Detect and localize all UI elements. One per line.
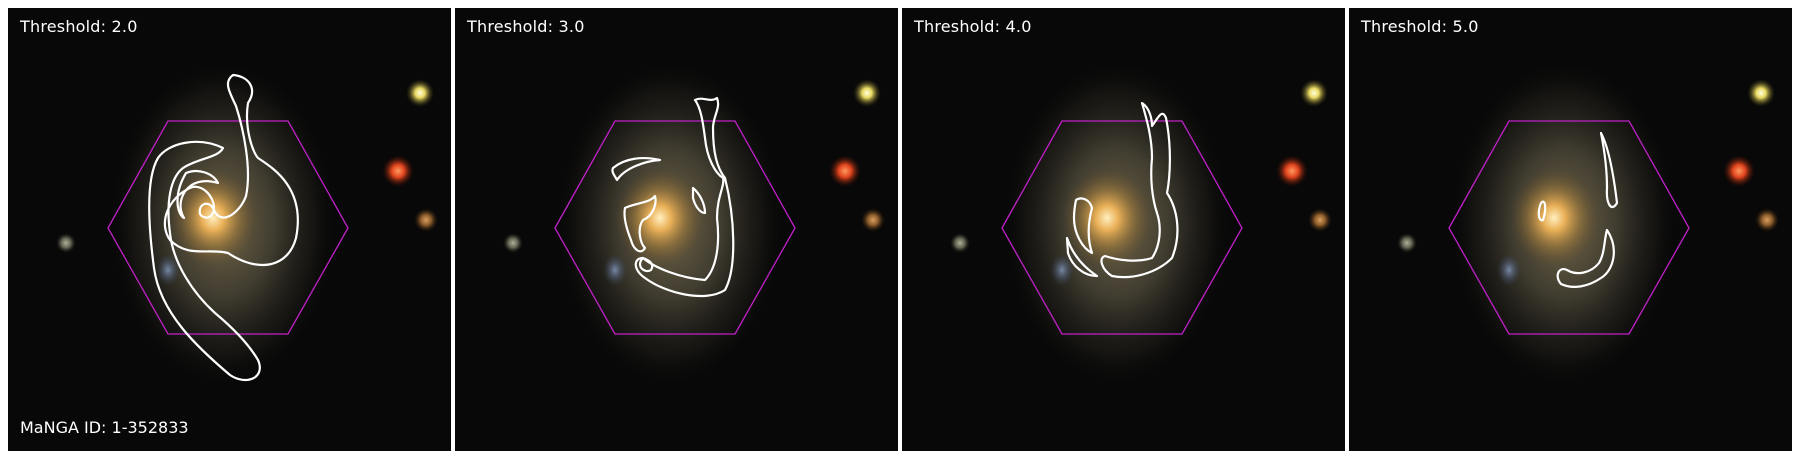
galaxy-core (615, 168, 705, 268)
threshold-label: Threshold: 2.0 (20, 17, 138, 36)
star-orange (861, 208, 885, 232)
contours-threshold-2 (148, 73, 299, 381)
star-grey (1397, 233, 1417, 253)
star-red (829, 155, 861, 187)
ifu-hexagon (1448, 120, 1690, 335)
panel-threshold-2: Threshold: 2.0 MaNGA ID: 1-352833 (8, 8, 451, 451)
galaxy-image (902, 8, 1345, 451)
star-yellow (1300, 79, 1328, 107)
threshold-label: Threshold: 3.0 (467, 17, 585, 36)
galaxy-core (168, 168, 258, 268)
star-yellow (406, 79, 434, 107)
star-grey (503, 233, 523, 253)
star-orange (1308, 208, 1332, 232)
panel-threshold-3: Threshold: 3.0 (455, 8, 898, 451)
ifu-hexagon (107, 120, 349, 335)
star-grey (56, 233, 76, 253)
star-grey (950, 233, 970, 253)
contours-threshold-5 (1537, 131, 1619, 288)
star-yellow (853, 79, 881, 107)
star-red (382, 155, 414, 187)
star-yellow (1747, 79, 1775, 107)
ifu-hexagon (554, 120, 796, 335)
galaxy-core (1509, 168, 1599, 268)
ifu-hexagon (1001, 120, 1243, 335)
galaxy-image (8, 8, 451, 451)
threshold-label: Threshold: 5.0 (1361, 17, 1479, 36)
threshold-label: Threshold: 4.0 (914, 17, 1032, 36)
star-red (1276, 155, 1308, 187)
contours-threshold-3 (611, 96, 735, 298)
contours-threshold-4 (1065, 101, 1179, 279)
panel-threshold-5: Threshold: 5.0 (1349, 8, 1792, 451)
galaxy-image (1349, 8, 1792, 451)
star-orange (414, 208, 438, 232)
panel-threshold-4: Threshold: 4.0 (902, 8, 1345, 451)
manga-id-label: MaNGA ID: 1-352833 (20, 418, 189, 437)
star-red (1723, 155, 1755, 187)
galaxy-core (1062, 168, 1152, 268)
star-orange (1755, 208, 1779, 232)
galaxy-image (455, 8, 898, 451)
